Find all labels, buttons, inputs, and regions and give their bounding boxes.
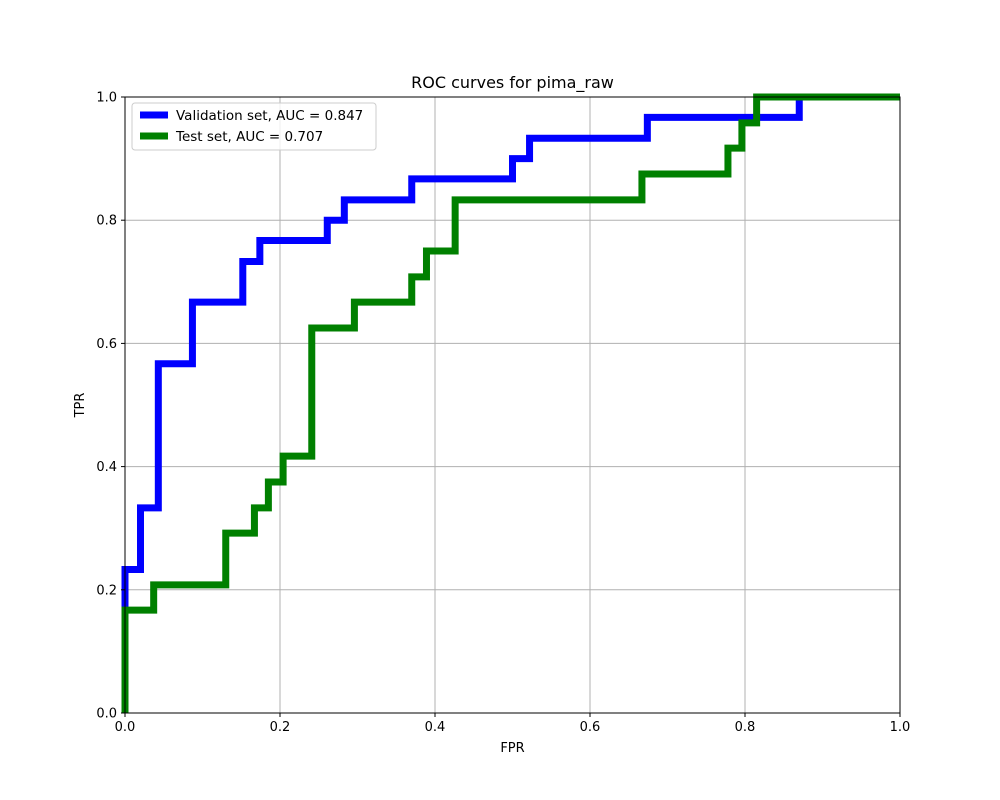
plot-area [125, 97, 900, 713]
axes-frame [124, 96, 901, 714]
y-tick-label: 0.6 [96, 337, 117, 352]
y-axis-label: TPR [73, 393, 88, 419]
y-tick-label: 0.8 [96, 214, 117, 229]
chart-title: ROC curves for pima_raw [411, 73, 614, 93]
grid [124, 96, 901, 714]
y-tick-label: 0.2 [96, 583, 117, 598]
x-axis-label: FPR [500, 741, 524, 756]
validation-roc-line [121, 93, 900, 713]
x-tick-label: 0.8 [735, 720, 756, 735]
legend-frame [131, 102, 377, 151]
y-tick-label: 0.4 [96, 460, 117, 475]
legend: Validation set, AUC = 0.847 Test set, AU… [131, 102, 377, 151]
x-tick-label: 1.0 [890, 720, 911, 735]
x-tick-label: 0.0 [115, 720, 136, 735]
y-tick-label: 1.0 [96, 91, 117, 106]
legend-label-validation: Validation set, AUC = 0.847 [176, 108, 363, 124]
x-tick-label: 0.2 [270, 720, 291, 735]
x-tick-labels: 0.0 0.2 0.4 0.6 0.8 1.0 [115, 720, 911, 735]
test-roc-line [121, 93, 900, 713]
y-tick-labels: 0.0 0.2 0.4 0.6 0.8 1.0 [96, 91, 117, 722]
series-lines [121, 93, 900, 713]
x-tick-label: 0.6 [580, 720, 601, 735]
y-tick-label: 0.0 [96, 707, 117, 722]
legend-label-test: Test set, AUC = 0.707 [175, 129, 323, 145]
x-tick-label: 0.4 [425, 720, 446, 735]
tick-marks [121, 96, 901, 717]
